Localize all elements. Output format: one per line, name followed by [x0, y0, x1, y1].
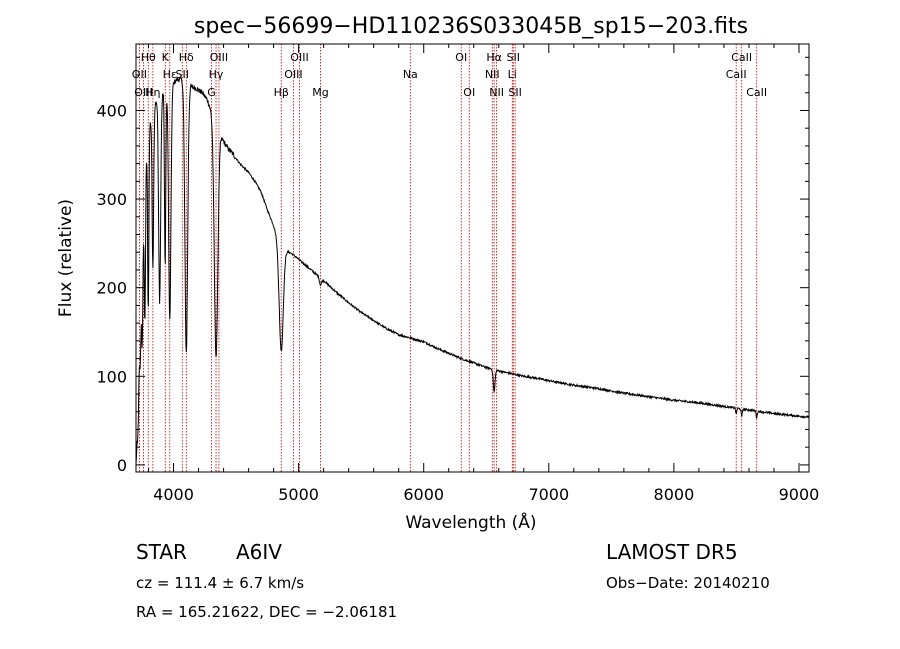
- object-class: STAR: [136, 540, 187, 564]
- y-axis: 0 100 200 300 400: [96, 56, 809, 475]
- line-marker-label-4: K: [162, 51, 170, 64]
- line-marker-label-6: SII: [176, 68, 189, 81]
- line-marker-label-18: Hα: [486, 51, 502, 64]
- plot-frame: [135, 43, 810, 473]
- line-marker-label-19: NII: [485, 68, 500, 81]
- x-axis-label: Wavelength (Å): [405, 511, 536, 533]
- line-marker-label-9: Hγ: [209, 68, 224, 81]
- line-marker-lines: [138, 44, 758, 472]
- line-marker-label-1: OII: [132, 68, 147, 81]
- x-axis: 4000 5000 6000 7000 8000 9000: [148, 44, 820, 504]
- line-marker-label-11: Hβ: [274, 86, 289, 99]
- y-tick-label: 100: [96, 367, 127, 386]
- x-tick-label: 9000: [779, 485, 820, 504]
- line-marker-label-2: OIII: [134, 86, 152, 99]
- y-tick-label: 300: [96, 190, 127, 209]
- y-tick-label: 0: [117, 456, 127, 475]
- line-marker-label-13: OIII: [284, 68, 302, 81]
- survey-name: LAMOST DR5: [606, 540, 738, 564]
- line-marker-label-3: Hη: [145, 86, 160, 99]
- spectral-subclass: A6IV: [236, 540, 282, 564]
- x-tick-label: 6000: [403, 485, 444, 504]
- line-marker-label-0: Hθ: [141, 51, 156, 64]
- y-axis-label: Flux (relative): [56, 199, 76, 317]
- chart-title: spec−56699−HD110236S033045B_sp15−203.fit…: [194, 14, 748, 39]
- line-marker-label-12: OIII: [290, 51, 308, 64]
- line-marker-label-20: NII: [489, 86, 504, 99]
- line-marker-label-17: OI: [463, 86, 475, 99]
- line-marker-label-24: CaII: [731, 51, 752, 64]
- line-marker-label-23: SII: [508, 86, 521, 99]
- x-tick-label: 5000: [278, 485, 319, 504]
- x-tick-label: 7000: [528, 485, 569, 504]
- line-marker-label-16: OI: [455, 51, 467, 64]
- line-marker-label-22: Li: [508, 68, 517, 81]
- y-tick-label: 200: [96, 279, 127, 298]
- coordinates: RA = 165.21622, DEC = −2.06181: [136, 603, 398, 621]
- line-marker-label-10: G: [207, 86, 216, 99]
- x-tick-label: 4000: [153, 485, 194, 504]
- observation-date: Obs−Date: 20140210: [606, 574, 770, 592]
- line-marker-label-14: Mg: [312, 86, 328, 99]
- y-tick-label: 400: [96, 101, 127, 120]
- redshift-velocity: cz = 111.4 ± 6.7 km/s: [136, 574, 305, 592]
- line-marker-label-26: CaII: [746, 86, 767, 99]
- line-marker-label-21: SII: [507, 51, 520, 64]
- line-marker-label-7: Hδ: [179, 51, 194, 64]
- line-marker-label-5: Hε: [163, 68, 177, 81]
- x-tick-label: 8000: [654, 485, 695, 504]
- line-marker-label-15: Na: [403, 68, 418, 81]
- line-marker-label-8: OIII: [210, 51, 228, 64]
- spectrum-line: [135, 74, 810, 465]
- line-marker-label-25: CaII: [726, 68, 747, 81]
